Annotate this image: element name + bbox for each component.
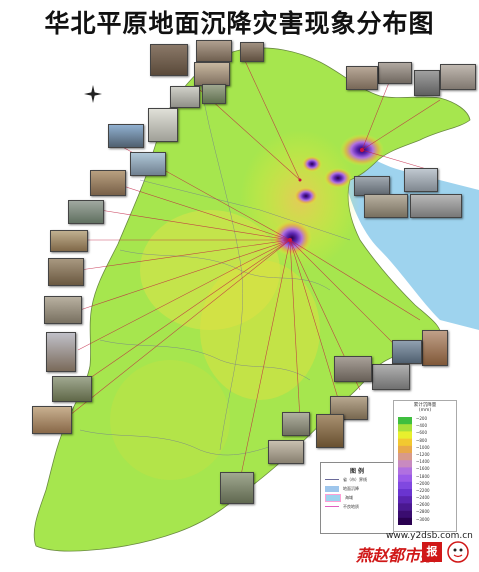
subsidence-color-scale: 累计沉降量 (mm) ~200 ~400 ~600 ~800 ~1000 ~1200 ~14… xyxy=(393,400,457,532)
scale-swatch xyxy=(398,517,412,525)
legend-label: 地面沉降 xyxy=(343,485,359,491)
photo-thumbnail xyxy=(150,44,188,76)
website-url: www.y2dsb.com.cn xyxy=(386,531,473,541)
photo-thumbnail xyxy=(378,62,412,84)
scale-swatch xyxy=(398,474,412,483)
photo-thumbnail xyxy=(170,86,200,108)
brand-badge: 报 xyxy=(422,542,442,562)
scale-swatch xyxy=(398,467,412,475)
scale-label: ~600 xyxy=(416,430,427,436)
scale-label: ~1800 xyxy=(416,473,430,479)
photo-thumbnail xyxy=(148,108,178,142)
scale-label: ~1000 xyxy=(416,444,430,450)
scale-label: ~2600 xyxy=(416,502,430,508)
photo-thumbnail xyxy=(52,376,92,402)
photo-thumbnail xyxy=(32,406,72,434)
photo-thumbnail xyxy=(130,152,166,176)
photo-thumbnail xyxy=(282,412,310,436)
photo-thumbnail xyxy=(268,440,304,464)
photo-thumbnail xyxy=(404,168,438,192)
photo-thumbnail xyxy=(372,364,410,390)
photo-thumbnail xyxy=(364,194,408,218)
scale-swatch xyxy=(398,424,412,432)
hotspot-2 xyxy=(324,168,352,188)
scale-swatch xyxy=(398,496,412,504)
scale-swatch xyxy=(398,489,412,497)
photo-thumbnail xyxy=(46,332,76,372)
mascot-icon xyxy=(447,541,469,563)
scale-label: ~200 xyxy=(416,416,427,421)
newspaper-logo: 燕赵都市报 报 xyxy=(356,538,474,568)
scale-label: ~400 xyxy=(416,423,427,429)
photo-thumbnail xyxy=(68,200,104,224)
scale-title: 累计沉降量 (mm) xyxy=(413,403,437,413)
photo-thumbnail xyxy=(414,70,440,96)
photo-thumbnail xyxy=(440,64,476,90)
photo-thumbnail xyxy=(334,356,372,382)
photo-thumbnail xyxy=(48,258,84,286)
photo-thumbnail xyxy=(108,124,144,148)
legend-item: 省（市）界线 xyxy=(325,475,393,484)
brand-name: 燕赵都市报 xyxy=(356,546,437,565)
legend-label: 不良地质 xyxy=(343,503,359,509)
photo-thumbnail xyxy=(422,330,448,366)
scale-label: ~1600 xyxy=(416,466,430,472)
scale-label: ~2800 xyxy=(416,509,430,515)
photo-thumbnail xyxy=(50,230,88,252)
scale-swatch xyxy=(398,510,412,519)
photo-thumbnail xyxy=(346,66,378,90)
scale-bar xyxy=(398,417,412,525)
scale-swatch xyxy=(398,438,412,447)
scale-swatch xyxy=(398,417,412,425)
scale-swatch xyxy=(398,460,412,468)
scale-label: ~1200 xyxy=(416,451,430,457)
hotspot-cangzhou xyxy=(272,220,312,256)
photo-thumbnail xyxy=(240,42,264,62)
scale-label: ~2400 xyxy=(416,495,430,501)
photo-thumbnail xyxy=(410,194,462,218)
photo-thumbnail xyxy=(202,84,226,104)
map-title: 华北平原地面沉降灾害现象分布图 xyxy=(44,9,435,38)
photo-thumbnail xyxy=(316,414,344,448)
legend-swatch xyxy=(325,485,339,492)
map-legend: 图 例 省（市）界线 地面沉降 海域 不良地质 xyxy=(320,462,394,534)
hotspot-3 xyxy=(302,156,322,172)
hotspot-4 xyxy=(294,187,318,205)
legend-item: 海域 xyxy=(325,493,393,502)
photo-thumbnail xyxy=(196,40,232,62)
scale-label: ~1400 xyxy=(416,459,430,465)
scale-swatch xyxy=(398,481,412,490)
photo-thumbnail xyxy=(90,170,126,196)
scale-label: ~2200 xyxy=(416,487,430,493)
scale-labels: ~200 ~400 ~600 ~800 ~1000 ~1200 ~1400 ~1600 ~180… xyxy=(416,415,430,523)
legend-swatch xyxy=(325,479,339,480)
legend-title: 图 例 xyxy=(349,468,365,475)
scale-label: ~800 xyxy=(416,437,427,443)
photo-thumbnail xyxy=(44,296,82,324)
legend-swatch xyxy=(325,493,341,502)
legend-item: 不良地质 xyxy=(325,502,393,511)
scale-swatch xyxy=(398,445,412,454)
scale-label: ~2000 xyxy=(416,480,430,486)
compass-icon xyxy=(84,85,102,103)
photo-thumbnail xyxy=(392,340,422,364)
scale-swatch xyxy=(398,431,412,439)
scale-swatch xyxy=(398,503,412,511)
scale-label: ~3000 xyxy=(416,516,430,522)
scale-swatch xyxy=(398,453,412,461)
legend-label: 海域 xyxy=(345,494,353,500)
photo-thumbnail xyxy=(354,176,390,196)
legend-item: 地面沉降 xyxy=(325,484,393,493)
photo-thumbnail xyxy=(220,472,254,504)
legend-label: 省（市）界线 xyxy=(343,476,367,482)
legend-swatch xyxy=(325,506,339,507)
photo-thumbnail xyxy=(194,62,230,86)
